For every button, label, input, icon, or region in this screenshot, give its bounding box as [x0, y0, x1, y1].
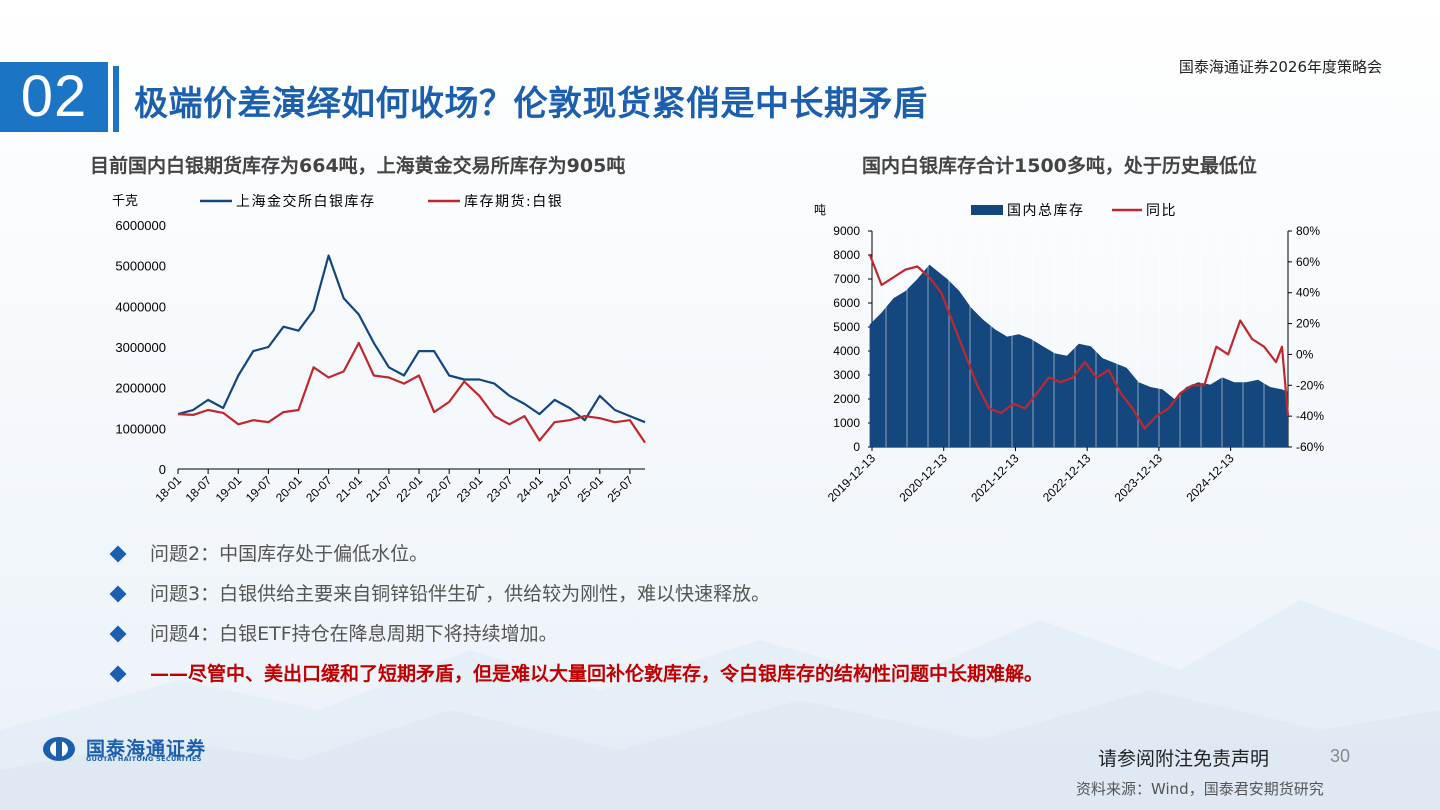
x-tick-label: 18-01: [153, 473, 185, 505]
x-tick-label: 22-01: [394, 473, 426, 505]
page-number: 30: [1330, 746, 1351, 766]
y2-tick-label: -20%: [1296, 378, 1324, 392]
bullet-text: 问题3：白银供给主要来自铜锌铅伴生矿，供给较为刚性，难以快速释放。: [150, 583, 771, 605]
x-tick-label: 2022-12-13: [1040, 451, 1094, 505]
header-divider: [113, 66, 119, 132]
x-tick-label: 2019-12-13: [825, 451, 879, 505]
inventory-area: [869, 264, 1288, 447]
x-tick-label: 19-01: [213, 473, 245, 505]
y-tick-label: 1000000: [115, 421, 166, 436]
x-tick-label: 21-07: [363, 473, 395, 505]
x-tick-label: 2023-12-13: [1112, 451, 1166, 505]
x-tick-label: 18-07: [183, 473, 215, 505]
x-tick-label: 25-07: [604, 473, 636, 505]
y2-tick-label: 20%: [1296, 317, 1320, 331]
y-tick-label: 8000: [833, 248, 860, 262]
x-tick-label: 25-01: [574, 473, 606, 505]
page-title: 极端价差演绎如何收场？伦敦现货紧俏是中长期矛盾: [134, 84, 928, 124]
y-tick-label: 5000: [833, 320, 860, 334]
series-line: [177, 254, 646, 424]
legend-label: 同比: [1146, 203, 1177, 219]
x-tick-label: 23-01: [454, 473, 486, 505]
y2-tick-label: 60%: [1296, 255, 1320, 269]
section-number: 02: [0, 62, 108, 132]
chart2-title: 国内白银库存合计1500多吨，处于历史最低位: [862, 155, 1257, 177]
logo-en: GUOTAI HAITONG SECURITIES: [86, 755, 202, 763]
logo-cn: 国泰海通证券: [86, 738, 207, 760]
source-note: 资料来源：Wind，国泰君安期货研究: [1076, 780, 1324, 798]
y-tick-label: 1000: [833, 416, 860, 430]
x-tick-label: 19-07: [243, 473, 275, 505]
y-tick-label: 2000: [833, 392, 860, 406]
x-tick-label: 24-01: [514, 473, 546, 505]
y-tick-label: 6000: [833, 296, 860, 310]
y2-tick-label: -40%: [1296, 409, 1324, 423]
bullet-text: 问题4：白银ETF持仓在降息周期下将持续增加。: [150, 623, 558, 645]
bullet-text: 问题2：中国库存处于偏低水位。: [150, 543, 429, 565]
x-tick-label: 21-01: [333, 473, 365, 505]
y2-tick-label: 40%: [1296, 286, 1320, 300]
org-title: 国泰海通证券2026年度策略会: [1178, 58, 1382, 76]
x-tick-label: 23-07: [484, 473, 516, 505]
logo-mark-icon: [43, 737, 75, 761]
y-tick-label: 0: [853, 440, 860, 454]
x-tick-label: 2020-12-13: [897, 451, 951, 505]
y-tick-label: 3000: [833, 368, 860, 382]
y2-tick-label: -60%: [1296, 440, 1324, 454]
x-tick-label: 20-01: [273, 473, 305, 505]
company-logo: 国泰海通证券 GUOTAI HAITONG SECURITIES: [42, 734, 222, 764]
chart2-domestic-inventory: 吨 9000 8000 7000 6000 5000 4000 3000 2000 1000 0 80…: [814, 203, 1324, 505]
legend-label: 国内总库存: [1007, 203, 1085, 219]
y-axis-unit: 千克: [112, 193, 138, 208]
legend-label: 库存期货:白银: [464, 193, 563, 210]
background-mountain: [0, 600, 1440, 810]
y-tick-label: 7000: [833, 272, 860, 286]
legend-label: 上海金交所白银库存: [236, 193, 376, 210]
chart1-title: 目前国内白银期货库存为664吨，上海黄金交易所库存为905吨: [90, 155, 626, 177]
y-axis-unit: 吨: [814, 203, 826, 217]
x-tick-label: 2024-12-13: [1183, 451, 1237, 505]
x-tick-label: 2021-12-13: [968, 451, 1022, 505]
y2-tick-label: 80%: [1296, 224, 1320, 238]
y-tick-label: 5000000: [115, 259, 166, 274]
y-tick-label: 3000000: [115, 340, 166, 355]
y-tick-label: 4000: [833, 344, 860, 358]
x-tick-label: 22-07: [424, 473, 456, 505]
x-tick-label: 20-07: [303, 473, 335, 505]
y-tick-label: 2000000: [115, 381, 166, 396]
y2-tick-label: 0%: [1296, 347, 1314, 361]
y-tick-label: 4000000: [115, 299, 166, 314]
y-tick-label: 6000000: [115, 218, 166, 233]
legend-swatch: [971, 205, 1003, 215]
y-tick-label: 0: [159, 462, 166, 477]
bullet-text: ——尽管中、美出口缓和了短期矛盾，但是难以大量回补伦敦库存，令白银库存的结构性问…: [150, 663, 1044, 685]
chart1-inventory-line: 千克 6000000 5000000 4000000 3000000 2000000 100…: [112, 193, 646, 505]
disclaimer-text: 请参阅附注免责声明: [1098, 748, 1270, 770]
series-line: [177, 341, 646, 444]
y-tick-label: 9000: [833, 224, 860, 238]
x-tick-label: 24-07: [544, 473, 576, 505]
yoy-line: [868, 253, 1290, 430]
